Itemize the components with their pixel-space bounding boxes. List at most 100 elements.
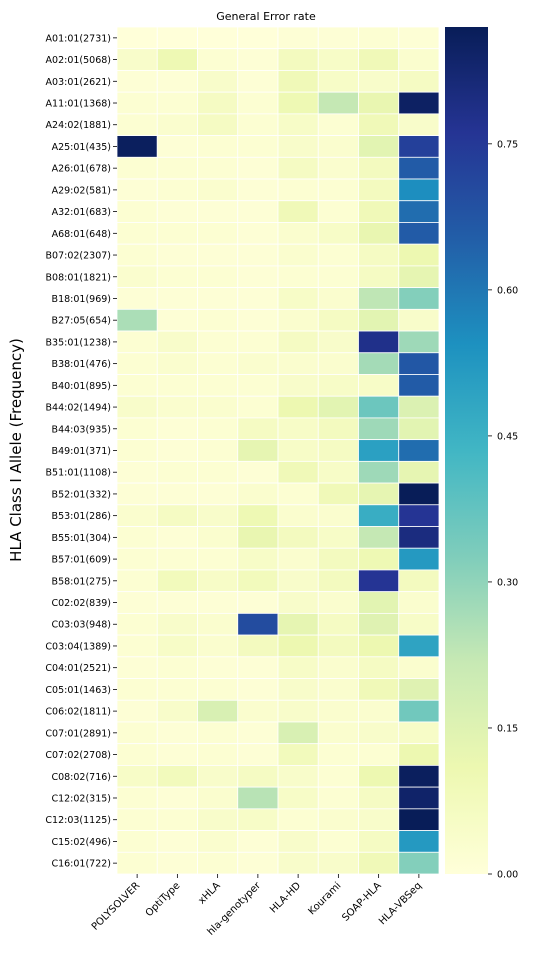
heatmap-cell [237,721,279,745]
heatmap-cell [398,222,440,245]
heatmap-cell [398,808,440,831]
heatmap-cell [237,612,279,636]
heatmap-cell [317,156,359,180]
heatmap-cell [197,547,239,571]
heatmap-cell [277,634,319,658]
heatmap-cell [358,526,400,549]
heatmap-cell [358,330,400,354]
heatmap-cell [197,439,239,462]
heatmap-cell [197,786,239,810]
heatmap-cell [358,395,400,419]
colorbar-tick-label: 0.45 [497,431,518,442]
heatmap-cell [156,591,198,614]
heatmap-cell [317,808,359,831]
heatmap-cell [197,504,239,527]
heatmap-cell [237,482,279,506]
heatmap-cell [156,830,198,853]
heatmap-cell [197,113,239,136]
row-label: A11:01(1368) [46,99,111,110]
row-label: C04:01(2521) [45,663,111,674]
heatmap-cell [317,48,359,71]
heatmap-cell [317,526,359,549]
heatmap-cell [277,308,319,332]
row-label: A32:01(683) [52,207,111,218]
heatmap-cell [116,569,158,593]
heatmap-cell [116,287,158,310]
heatmap-cell [197,395,239,419]
heatmap-cell [156,699,198,723]
heatmap-cell [398,287,440,310]
heatmap-cell [358,721,400,745]
column-label: HLA-VBSeq [377,880,424,927]
heatmap-cell [116,308,158,332]
heatmap-cell [116,634,158,658]
heatmap-cell [277,460,319,484]
heatmap-cell [116,439,158,462]
heatmap-cell [237,460,279,484]
row-label: A25:01(435) [52,142,111,153]
heatmap-cells [116,26,440,875]
heatmap-cell [358,352,400,375]
heatmap-cell [116,808,158,831]
heatmap-cell [398,156,440,180]
heatmap-cell [197,374,239,397]
heatmap-cell [116,178,158,202]
row-label: C16:01(722) [51,859,111,870]
heatmap-cell [237,439,279,462]
heatmap-cell [197,70,239,93]
heatmap-cell [197,808,239,831]
heatmap-cell [116,135,158,158]
heatmap-cell [156,308,198,332]
heatmap-cell [358,678,400,701]
heatmap-cell [317,569,359,593]
heatmap-cell [358,374,400,397]
heatmap-cell [156,287,198,310]
heatmap-cell [317,374,359,397]
heatmap-cell [398,417,440,441]
row-label: A01:01(2731) [46,33,111,44]
heatmap-cell [116,91,158,115]
heatmap-cell [237,26,279,50]
heatmap-cell [156,91,198,115]
heatmap-cell [358,786,400,810]
heatmap-cell [116,48,158,71]
heatmap-cell [197,591,239,614]
heatmap-cell [277,482,319,506]
heatmap-cell [197,178,239,202]
heatmap-cell [317,135,359,158]
row-label: B51:01(1108) [46,468,111,479]
row-label: B49:01(371) [52,446,111,457]
row-label: A29:02(581) [52,185,111,196]
heatmap-cell [398,721,440,745]
heatmap-cell [277,765,319,788]
column-label: HLA-HD [268,880,303,915]
row-label: B53:01(286) [52,511,111,522]
heatmap-cell [237,569,279,593]
heatmap-cell [237,765,279,788]
heatmap-cell [237,70,279,93]
heatmap-cell [398,851,440,875]
heatmap-cell [116,504,158,527]
heatmap-cell [277,569,319,593]
heatmap-cell [398,591,440,614]
heatmap-cell [156,374,198,397]
heatmap-cell [398,634,440,658]
heatmap-cell [197,308,239,332]
heatmap-cell [277,721,319,745]
colorbar-tick-label: 0.75 [497,139,518,150]
heatmap-cell [237,786,279,810]
heatmap-cell [317,482,359,506]
heatmap-cell [398,178,440,202]
heatmap-cell [317,830,359,853]
row-label: C12:03(1125) [45,815,111,826]
heatmap-cell [277,526,319,549]
heatmap-cell [156,156,198,180]
heatmap-cell [277,699,319,723]
heatmap-cell [156,656,198,679]
heatmap-cell [277,395,319,419]
heatmap-cell [156,243,198,267]
heatmap-cell [156,569,198,593]
heatmap-cell [317,678,359,701]
heatmap-cell [317,743,359,766]
row-labels: A01:01(2731) A02:01(5068) A03:01(2621) A11:… [45,33,117,870]
